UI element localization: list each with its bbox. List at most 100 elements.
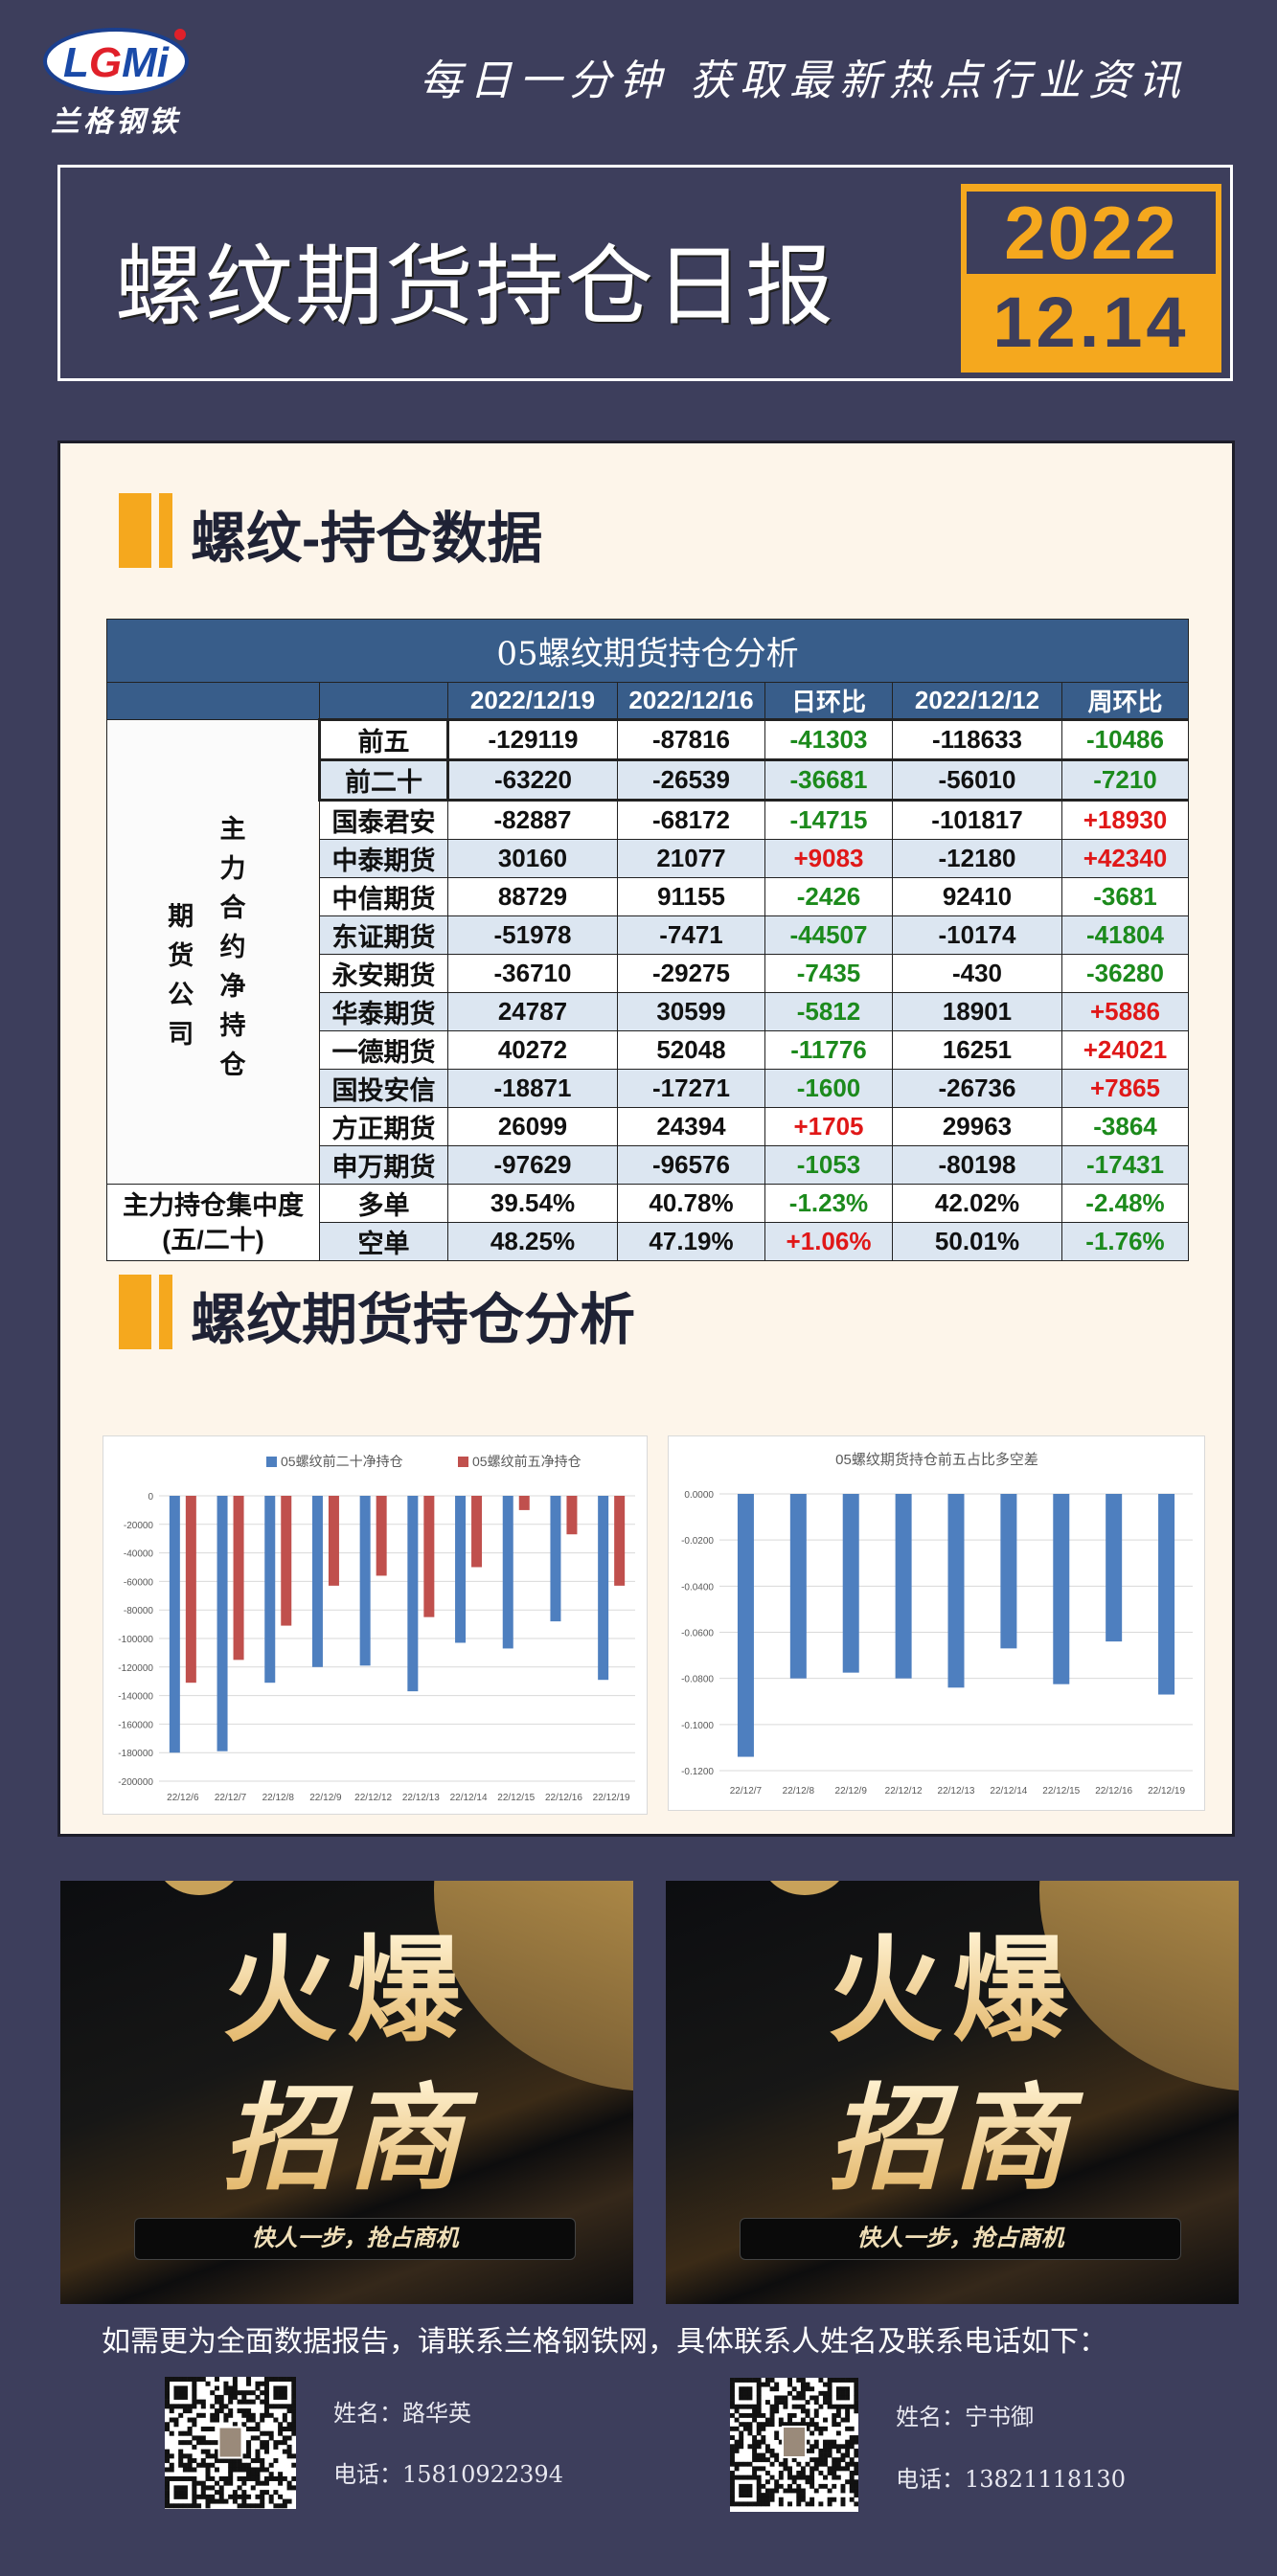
row-label: 前五 (318, 718, 449, 761)
promo-banner[interactable]: 火爆 招商 快人一步，抢占商机 (60, 1881, 633, 2304)
cell-value: -36280 (1061, 954, 1189, 993)
cell-value: -1600 (764, 1069, 893, 1108)
table-title: 05螺纹期货持仓分析 (106, 619, 1189, 683)
x-tick-label: 22/12/7 (730, 1786, 763, 1796)
cell-value: 50.01% (892, 1222, 1062, 1261)
row-label: 东证期货 (319, 915, 448, 955)
cell-value: +1705 (764, 1107, 893, 1146)
content-panel: 螺纹-持仓数据 05螺纹期货持仓分析 2022/12/19 2022/12/16 日环… (57, 441, 1235, 1837)
avatar (782, 2426, 807, 2458)
contact-name: 姓名：路华英 (333, 2400, 471, 2427)
promo-banner[interactable]: 火爆 招商 快人一步，抢占商机 (666, 1881, 1239, 2304)
x-tick-label: 22/12/13 (938, 1786, 975, 1796)
y-tick-label: -100000 (118, 1635, 153, 1645)
contact-phone: 电话：15810922394 (333, 2461, 563, 2488)
x-tick-label: 22/12/14 (990, 1786, 1027, 1796)
x-tick-label: 22/12/7 (215, 1793, 247, 1803)
cell-value: -17431 (1061, 1145, 1189, 1185)
x-tick-label: 22/12/12 (885, 1786, 923, 1796)
date-badge: 2022 12.14 (961, 184, 1221, 373)
y-tick-label: -60000 (124, 1577, 154, 1588)
cell-value: 40272 (447, 1030, 618, 1070)
contact-name: 姓名：宁书御 (896, 2404, 1034, 2430)
bar (185, 1496, 196, 1683)
bar (614, 1496, 626, 1586)
cell-value: -17271 (617, 1069, 765, 1108)
y-tick-label: -20000 (124, 1521, 154, 1531)
slogan: 每日一分钟 获取最新热点行业资讯 (420, 56, 1188, 105)
table-row: 前二十 -63220 -26539 -36681 -56010 -7210 (107, 758, 1189, 802)
x-tick-label: 22/12/9 (309, 1793, 342, 1803)
table-row: 中信期货 88729 91155 -2426 92410 -3681 (107, 877, 1189, 916)
x-tick-label: 22/12/15 (1042, 1786, 1080, 1796)
row-label: 中泰期货 (319, 839, 448, 878)
banner-tagline: 快人一步，抢占商机 (134, 2218, 576, 2260)
cell-value: 30160 (447, 839, 618, 878)
bar (233, 1496, 244, 1661)
cell-value: +18930 (1061, 800, 1189, 840)
column-header: 周环比 (1061, 682, 1189, 720)
table-row: 中泰期货 30160 21077 +9083 -12180 +42340 (107, 839, 1189, 878)
cell-value: -2426 (764, 877, 893, 916)
bar (407, 1496, 419, 1692)
row-label: 中信期货 (319, 877, 448, 916)
cell-value: +1.06% (764, 1222, 893, 1261)
cell-value: 16251 (892, 1030, 1062, 1070)
banner-line1: 火爆 (666, 1929, 1239, 2053)
y-tick-label: -0.0800 (681, 1675, 714, 1685)
y-tick-label: -0.1200 (681, 1767, 714, 1777)
section-heading-holdings: 螺纹-持仓数据 (191, 508, 543, 570)
bar (1053, 1494, 1070, 1684)
qr-code-icon[interactable] (730, 2378, 858, 2512)
legend-label: 05螺纹前二十净持仓 (281, 1454, 403, 1469)
row-label: 方正期货 (319, 1107, 448, 1146)
cell-value: 26099 (447, 1107, 618, 1146)
cell-value: 47.19% (617, 1222, 765, 1261)
bar (598, 1496, 609, 1681)
cell-value: -87816 (617, 718, 765, 761)
bar (471, 1496, 483, 1568)
cell-value: -1053 (764, 1145, 893, 1185)
row-label: 多单 (319, 1184, 448, 1223)
cell-value: 21077 (617, 839, 765, 878)
table-row: 国泰君安 -82887 -68172 -14715 -101817 +18930 (107, 800, 1189, 840)
bar (264, 1496, 276, 1683)
row-label: 永安期货 (319, 954, 448, 993)
column-header: 2022/12/16 (617, 682, 765, 720)
y-tick-label: -120000 (118, 1663, 153, 1674)
cell-value: 18901 (892, 992, 1062, 1031)
cell-value: -5812 (764, 992, 893, 1031)
bar (217, 1496, 228, 1751)
cell-value: -29275 (617, 954, 765, 993)
table-row: 空单 48.25% 47.19% +1.06% 50.01% -1.76% (107, 1222, 1189, 1261)
y-tick-label: -180000 (118, 1749, 153, 1759)
table-row: 方正期货 26099 24394 +1705 29963 -3864 (107, 1107, 1189, 1146)
cell-value: 39.54% (447, 1184, 618, 1223)
contact-phone: 电话：13821118130 (896, 2466, 1126, 2493)
qr-code-icon[interactable] (165, 2377, 296, 2509)
bar (359, 1496, 371, 1666)
table-row: 主力持仓集中度 (五/二十) 多单 39.54% 40.78% -1.23% 42.02% -… (106, 1184, 1189, 1261)
brand-logo: LGMi 兰格钢铁 (41, 25, 194, 138)
avatar (217, 2426, 243, 2459)
x-tick-label: 22/12/14 (450, 1793, 488, 1803)
cell-value: -56010 (892, 758, 1062, 802)
x-tick-label: 22/12/16 (1095, 1786, 1132, 1796)
cell-value: -68172 (617, 800, 765, 840)
x-tick-label: 22/12/6 (167, 1793, 199, 1803)
table-row: 华泰期货 24787 30599 -5812 18901 +5886 (107, 992, 1189, 1031)
cell-value: -18871 (447, 1069, 618, 1108)
cell-value: 29963 (892, 1107, 1062, 1146)
cell-value: 88729 (447, 877, 618, 916)
bar (423, 1496, 435, 1617)
cell-value: 48.25% (447, 1222, 618, 1261)
cell-value: -96576 (617, 1145, 765, 1185)
section-marker-icon (119, 493, 174, 568)
y-tick-label: 0 (148, 1492, 153, 1503)
row-label: 国投安信 (319, 1069, 448, 1108)
svg-text:LGMi: LGMi (63, 39, 170, 86)
cell-value: -3681 (1061, 877, 1189, 916)
cell-value: 24787 (447, 992, 618, 1031)
y-tick-label: -160000 (118, 1720, 153, 1730)
cell-value: -430 (892, 954, 1062, 993)
